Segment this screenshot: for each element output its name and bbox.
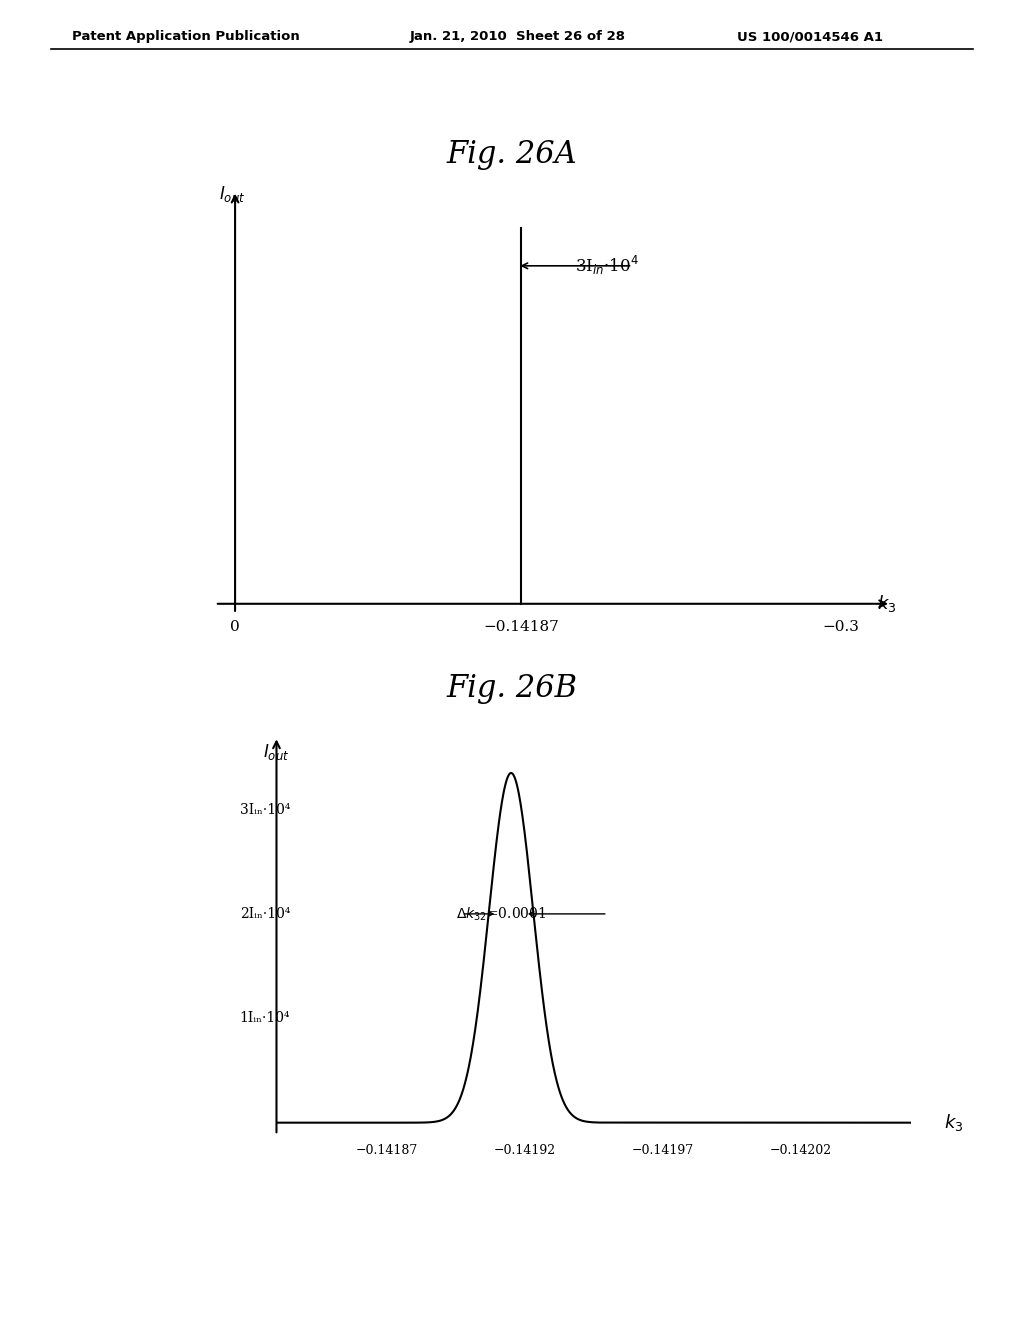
Text: −0.14197: −0.14197 — [632, 1143, 694, 1156]
Text: 1Iᵢₙ·10⁴: 1Iᵢₙ·10⁴ — [240, 1011, 290, 1026]
Text: −0.14192: −0.14192 — [494, 1143, 556, 1156]
Text: $k_3$: $k_3$ — [944, 1113, 964, 1133]
Text: −0.14187: −0.14187 — [483, 620, 559, 634]
Text: 3I$_{in}$·10$^4$: 3I$_{in}$·10$^4$ — [574, 255, 639, 277]
Text: US 100/0014546 A1: US 100/0014546 A1 — [737, 30, 884, 44]
Text: −0.3: −0.3 — [822, 620, 859, 634]
Text: Fig. 26A: Fig. 26A — [446, 139, 578, 169]
Text: −0.14202: −0.14202 — [770, 1143, 833, 1156]
Text: $k_3$: $k_3$ — [877, 593, 896, 614]
Text: Fig. 26B: Fig. 26B — [446, 673, 578, 704]
Text: Patent Application Publication: Patent Application Publication — [72, 30, 299, 44]
Text: −0.14187: −0.14187 — [355, 1143, 418, 1156]
Text: $I_{out}$: $I_{out}$ — [219, 185, 246, 205]
Text: $I_{out}$: $I_{out}$ — [263, 742, 289, 762]
Text: $\Delta k_{32}$=0.0001: $\Delta k_{32}$=0.0001 — [456, 906, 547, 923]
Text: 2Iᵢₙ·10⁴: 2Iᵢₙ·10⁴ — [240, 907, 290, 921]
Text: 3Iᵢₙ·10⁴: 3Iᵢₙ·10⁴ — [240, 803, 290, 817]
Text: Jan. 21, 2010  Sheet 26 of 28: Jan. 21, 2010 Sheet 26 of 28 — [410, 30, 626, 44]
Text: 0: 0 — [230, 620, 240, 634]
